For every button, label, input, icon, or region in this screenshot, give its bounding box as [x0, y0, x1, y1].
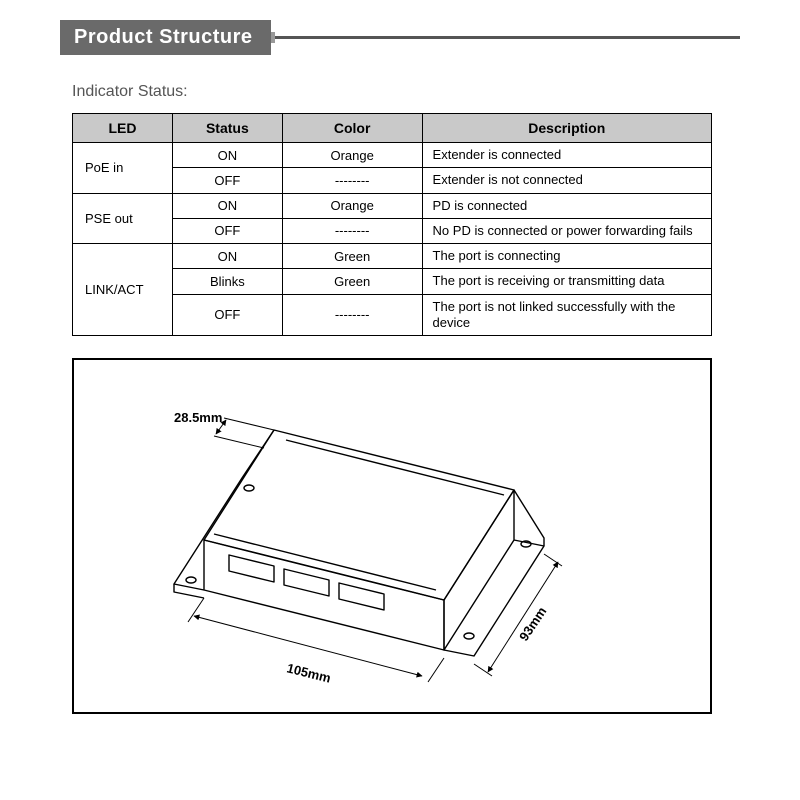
cell-led: LINK/ACT: [73, 244, 173, 336]
th-status: Status: [172, 114, 282, 143]
cell-desc: The port is not linked successfully with…: [422, 294, 711, 336]
cell-status: ON: [172, 143, 282, 168]
section-title-bar: Product Structure: [60, 20, 740, 55]
dim-height: 28.5mm: [174, 410, 222, 425]
table-header-row: LED Status Color Description: [73, 114, 712, 143]
subtitle: Indicator Status:: [72, 83, 740, 101]
section-title: Product Structure: [60, 20, 271, 55]
cell-status: Blinks: [172, 269, 282, 294]
cell-led: PSE out: [73, 193, 173, 244]
cell-color: Orange: [282, 143, 422, 168]
dimension-diagram: 28.5mm 105mm 93mm: [72, 358, 712, 714]
cell-status: OFF: [172, 294, 282, 336]
dim-width: 105mm: [285, 660, 332, 685]
cell-color: Orange: [282, 193, 422, 218]
cell-status: OFF: [172, 168, 282, 193]
cell-status: ON: [172, 193, 282, 218]
cell-desc: The port is receiving or transmitting da…: [422, 269, 711, 294]
th-desc: Description: [422, 114, 711, 143]
cell-color: --------: [282, 168, 422, 193]
device-isometric-svg: 28.5mm 105mm 93mm: [74, 360, 714, 716]
indicator-status-table: LED Status Color Description PoE in ON O…: [72, 113, 712, 336]
table-row: PoE in ON Orange Extender is connected: [73, 143, 712, 168]
title-rule: [271, 36, 740, 39]
cell-color: --------: [282, 294, 422, 336]
cell-desc: Extender is not connected: [422, 168, 711, 193]
cell-status: OFF: [172, 218, 282, 243]
table-row: LINK/ACT ON Green The port is connecting: [73, 244, 712, 269]
cell-color: Green: [282, 269, 422, 294]
cell-desc: The port is connecting: [422, 244, 711, 269]
th-color: Color: [282, 114, 422, 143]
cell-desc: Extender is connected: [422, 143, 711, 168]
th-led: LED: [73, 114, 173, 143]
cell-status: ON: [172, 244, 282, 269]
table-row: PSE out ON Orange PD is connected: [73, 193, 712, 218]
cell-color: Green: [282, 244, 422, 269]
cell-led: PoE in: [73, 143, 173, 194]
cell-desc: No PD is connected or power forwarding f…: [422, 218, 711, 243]
cell-desc: PD is connected: [422, 193, 711, 218]
dim-depth: 93mm: [516, 604, 549, 644]
cell-color: --------: [282, 218, 422, 243]
